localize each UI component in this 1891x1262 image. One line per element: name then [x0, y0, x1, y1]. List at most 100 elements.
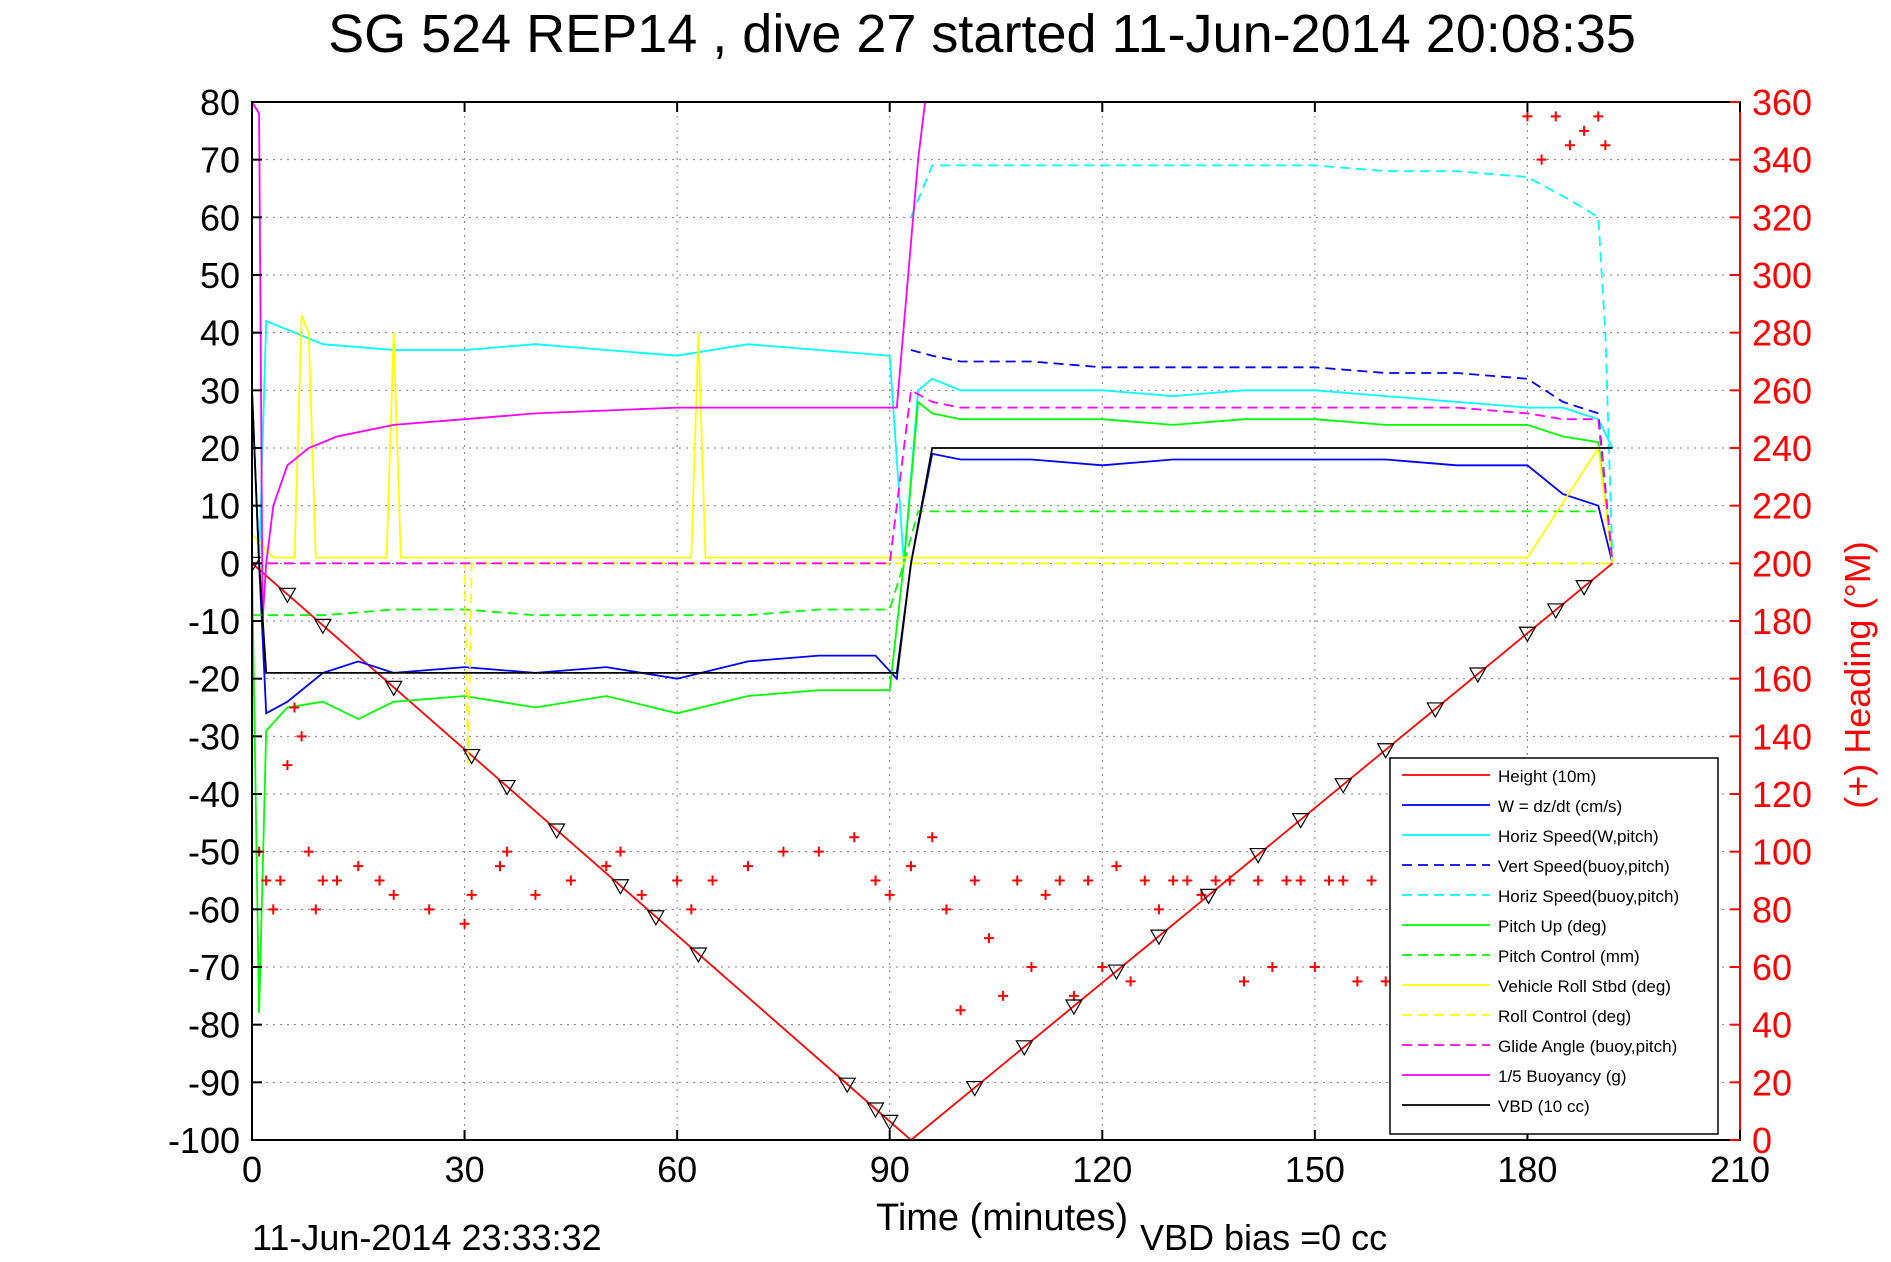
heading-marker	[1309, 962, 1320, 972]
height-marker	[646, 910, 665, 926]
x-axis-label: Time (minutes)	[876, 1197, 1128, 1239]
series-line-w-dz-dt-cm-s	[252, 390, 1614, 715]
height-marker	[547, 823, 566, 840]
height-marker	[689, 947, 708, 964]
heading-marker	[1564, 140, 1575, 151]
heading-marker	[884, 889, 895, 900]
legend-entry: W = dz/dt (cm/s)	[1498, 797, 1622, 816]
heading-marker	[1593, 111, 1604, 122]
y-tick-label: -60	[188, 889, 240, 930]
heading-marker	[870, 875, 881, 886]
heading-marker	[1153, 904, 1164, 915]
heading-marker	[1182, 875, 1193, 886]
y2-tick-label: 300	[1752, 255, 1812, 296]
y-tick-label: -70	[188, 947, 240, 988]
heading-marker	[1054, 875, 1065, 886]
height-marker	[1518, 626, 1537, 643]
heading-marker	[1083, 875, 1094, 886]
heading-marker	[388, 889, 399, 900]
heading-marker	[1550, 111, 1561, 122]
height-marker	[1064, 999, 1083, 1016]
heading-marker	[905, 861, 916, 872]
height-marker	[1249, 847, 1268, 864]
x-tick-label: 60	[657, 1149, 697, 1190]
y2-tick-label: 140	[1752, 716, 1812, 757]
series-line-horiz-speed-buoy-pitch	[910, 164, 1614, 564]
y2-tick-label: 40	[1752, 1005, 1792, 1046]
series-line-height-10m	[252, 562, 1614, 1140]
heading-marker	[1338, 875, 1349, 886]
heading-marker	[296, 731, 307, 742]
y2-tick-label: 340	[1752, 140, 1812, 181]
y-tick-label: -10	[188, 601, 240, 642]
heading-marker	[1600, 140, 1611, 151]
height-marker	[1107, 964, 1126, 981]
heading-marker	[983, 933, 994, 944]
heading-marker	[1295, 875, 1306, 886]
x-tick-label: 120	[1072, 1149, 1132, 1190]
y2-tick-label: 220	[1752, 486, 1812, 527]
series-layer	[252, 102, 1614, 1140]
height-marker	[1015, 1040, 1034, 1057]
heading-marker	[1224, 875, 1235, 886]
heading-marker	[502, 846, 513, 857]
heading-marker	[1352, 976, 1363, 987]
legend-entry: Height (10m)	[1498, 767, 1596, 786]
left-y-ticks: 80 70 60 50 40 30 20 10 0 -10 -20 -30 -40 -50 -60 -70 -8…	[168, 82, 262, 1161]
y-tick-label: 0	[220, 543, 240, 584]
heading-marker	[1026, 962, 1037, 972]
heading-marker	[268, 904, 279, 915]
heading-marker	[743, 861, 753, 872]
heading-marker	[686, 904, 697, 915]
y2-tick-label: 60	[1752, 947, 1792, 988]
heading-marker	[275, 875, 286, 886]
legend: Height (10m) W = dz/dt (cm/s) Horiz Speed(…	[1389, 757, 1719, 1135]
heading-marker	[1253, 875, 1264, 886]
legend-entry: 1/5 Buoyancy (g)	[1498, 1067, 1627, 1086]
right-y-ticks: 3603403203002802602402202001801601401201…	[1730, 82, 1812, 1161]
y2-tick-label: 180	[1752, 601, 1812, 642]
height-marker	[838, 1077, 857, 1094]
heading-marker	[1139, 875, 1150, 886]
heading-marker	[289, 702, 300, 713]
legend-box	[1389, 757, 1719, 1135]
height-marker	[866, 1102, 885, 1119]
series-line-horiz-speed-w-pitch	[252, 319, 1614, 565]
heading-marker	[424, 904, 435, 915]
height-marker	[1291, 813, 1310, 829]
y-tick-label: 10	[200, 486, 240, 527]
heading-marker	[466, 889, 477, 900]
x-tick-label: 30	[445, 1149, 485, 1190]
legend-entry: Roll Control (deg)	[1498, 1007, 1631, 1026]
series-line-pitch-control-mm	[252, 510, 1599, 617]
y-tick-label: 30	[200, 370, 240, 411]
x-ticks: 0 30 60 90 120 150 180 210	[242, 102, 1770, 1190]
legend-entry: Glide Angle (buoy,pitch)	[1498, 1037, 1677, 1056]
y2-tick-label: 280	[1752, 313, 1812, 354]
legend-entry: Horiz Speed(buoy,pitch)	[1498, 887, 1679, 906]
heading-marker	[1380, 976, 1391, 987]
height-marker	[1149, 929, 1169, 946]
height-marker	[1334, 778, 1353, 794]
series-line-1-5-buoyancy-g	[252, 102, 926, 622]
heading-marker	[1281, 875, 1292, 886]
legend-entry: Vehicle Roll Stbd (deg)	[1498, 977, 1671, 996]
heading-marker	[459, 918, 470, 929]
height-marker	[965, 1080, 984, 1097]
y2-tick-label: 320	[1752, 197, 1812, 238]
heading-marker	[282, 760, 293, 771]
heading-marker	[303, 846, 314, 857]
heading-marker	[1267, 962, 1278, 972]
heading-marker	[636, 889, 647, 900]
footer-vbd-bias: VBD bias =0 cc	[1140, 1217, 1387, 1258]
heading-marker	[1125, 976, 1136, 987]
legend-entry: Vert Speed(buoy,pitch)	[1498, 857, 1670, 876]
heading-marker	[1579, 125, 1590, 136]
heading-marker	[1210, 875, 1221, 886]
series-line-glide-angle-buoy-pitch	[252, 388, 1614, 565]
x-tick-label: 0	[242, 1149, 262, 1190]
y-tick-label: -20	[188, 659, 240, 700]
height-marker	[1468, 667, 1487, 684]
legend-entry: Horiz Speed(W,pitch)	[1498, 827, 1659, 846]
heading-marker	[1536, 154, 1547, 165]
